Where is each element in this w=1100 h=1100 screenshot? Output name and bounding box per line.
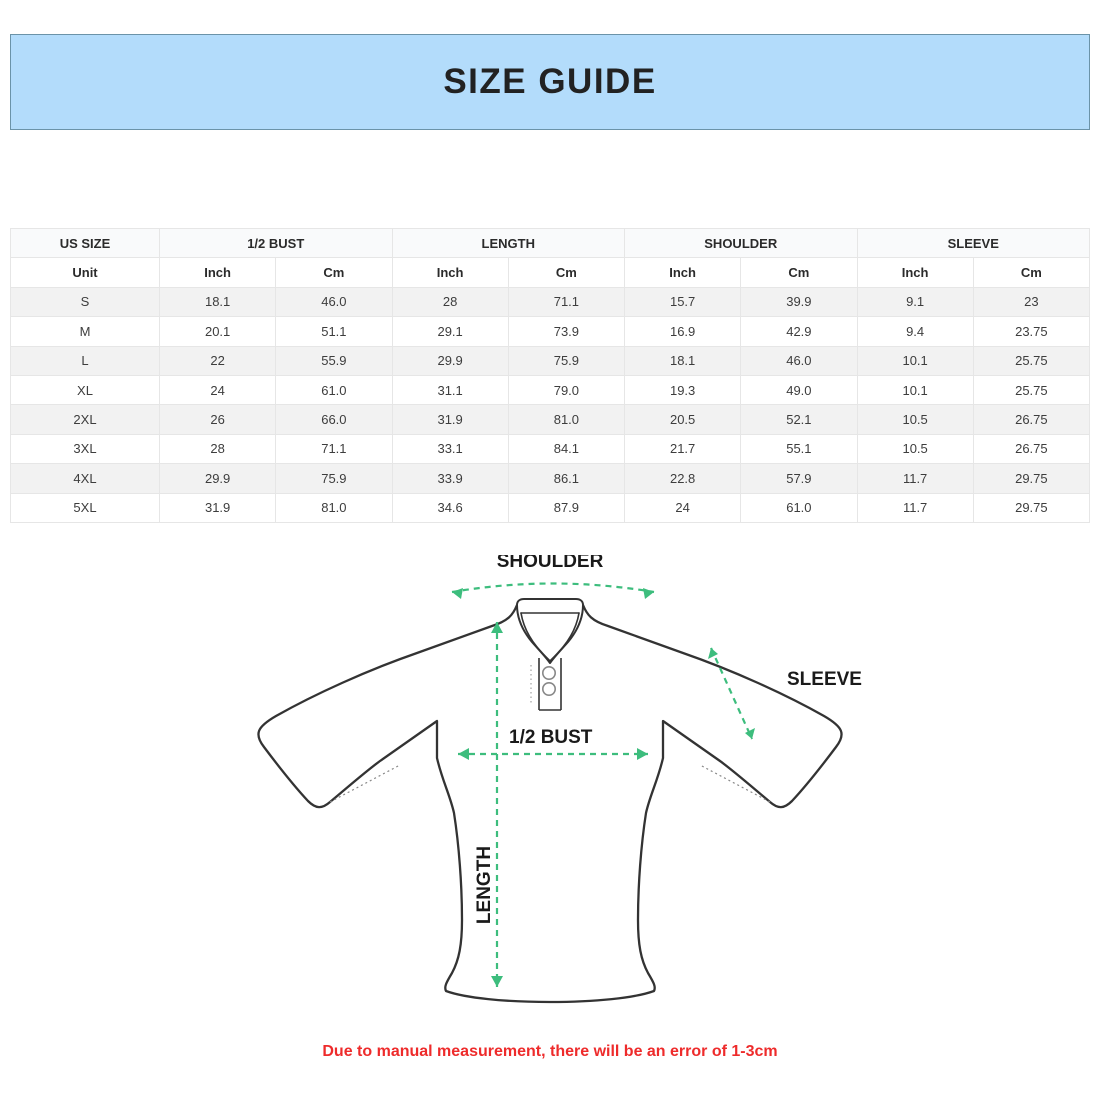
svg-text:SLEEVE: SLEEVE <box>787 669 862 690</box>
svg-text:1/2 BUST: 1/2 BUST <box>509 727 593 748</box>
svg-text:LENGTH: LENGTH <box>474 846 495 924</box>
svg-text:SHOULDER: SHOULDER <box>497 555 604 572</box>
